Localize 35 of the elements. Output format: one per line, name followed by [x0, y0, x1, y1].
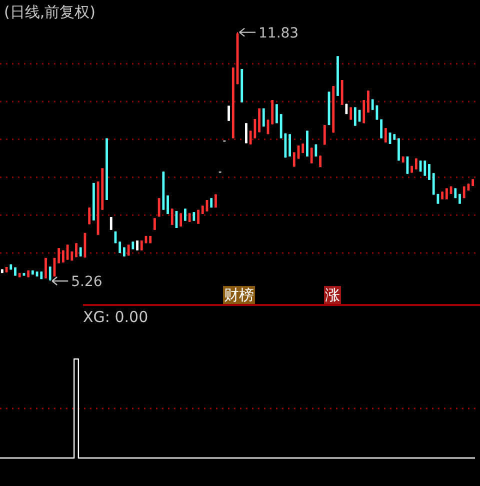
candlestick — [154, 218, 156, 230]
candlestick — [314, 144, 318, 157]
annotation: 5.26 — [71, 274, 102, 290]
candlestick — [44, 257, 47, 279]
candlestick — [88, 207, 91, 225]
candlestick — [354, 106, 356, 126]
candlestick — [310, 147, 313, 164]
candlestick — [75, 242, 78, 258]
candlestick — [424, 160, 426, 176]
candlestick — [180, 212, 182, 227]
candlestick — [367, 90, 370, 114]
candlestick — [245, 122, 248, 144]
chart-title: XG: 0.00 — [83, 308, 148, 326]
candlestick — [118, 241, 122, 254]
text: 财榜 — [224, 286, 254, 304]
candlestick — [276, 104, 278, 124]
candlestick — [432, 172, 435, 196]
candlestick — [170, 208, 174, 226]
candlestick — [228, 105, 230, 122]
candlestick — [197, 209, 200, 224]
candlestick — [428, 164, 430, 180]
candlestick — [362, 100, 366, 124]
candlestick — [323, 124, 326, 146]
candlestick — [380, 118, 383, 139]
candlestick — [158, 198, 160, 218]
annotation: 11.83 — [258, 25, 299, 42]
candlestick — [58, 248, 60, 264]
candlestick — [288, 134, 291, 157]
candlestick — [48, 266, 52, 282]
candlestick — [384, 128, 387, 143]
candlestick — [184, 208, 186, 222]
candlestick — [62, 250, 64, 263]
chart-title: (日线,前复权) — [4, 3, 96, 21]
candlestick — [110, 216, 112, 230]
text: 涨 — [325, 286, 340, 304]
